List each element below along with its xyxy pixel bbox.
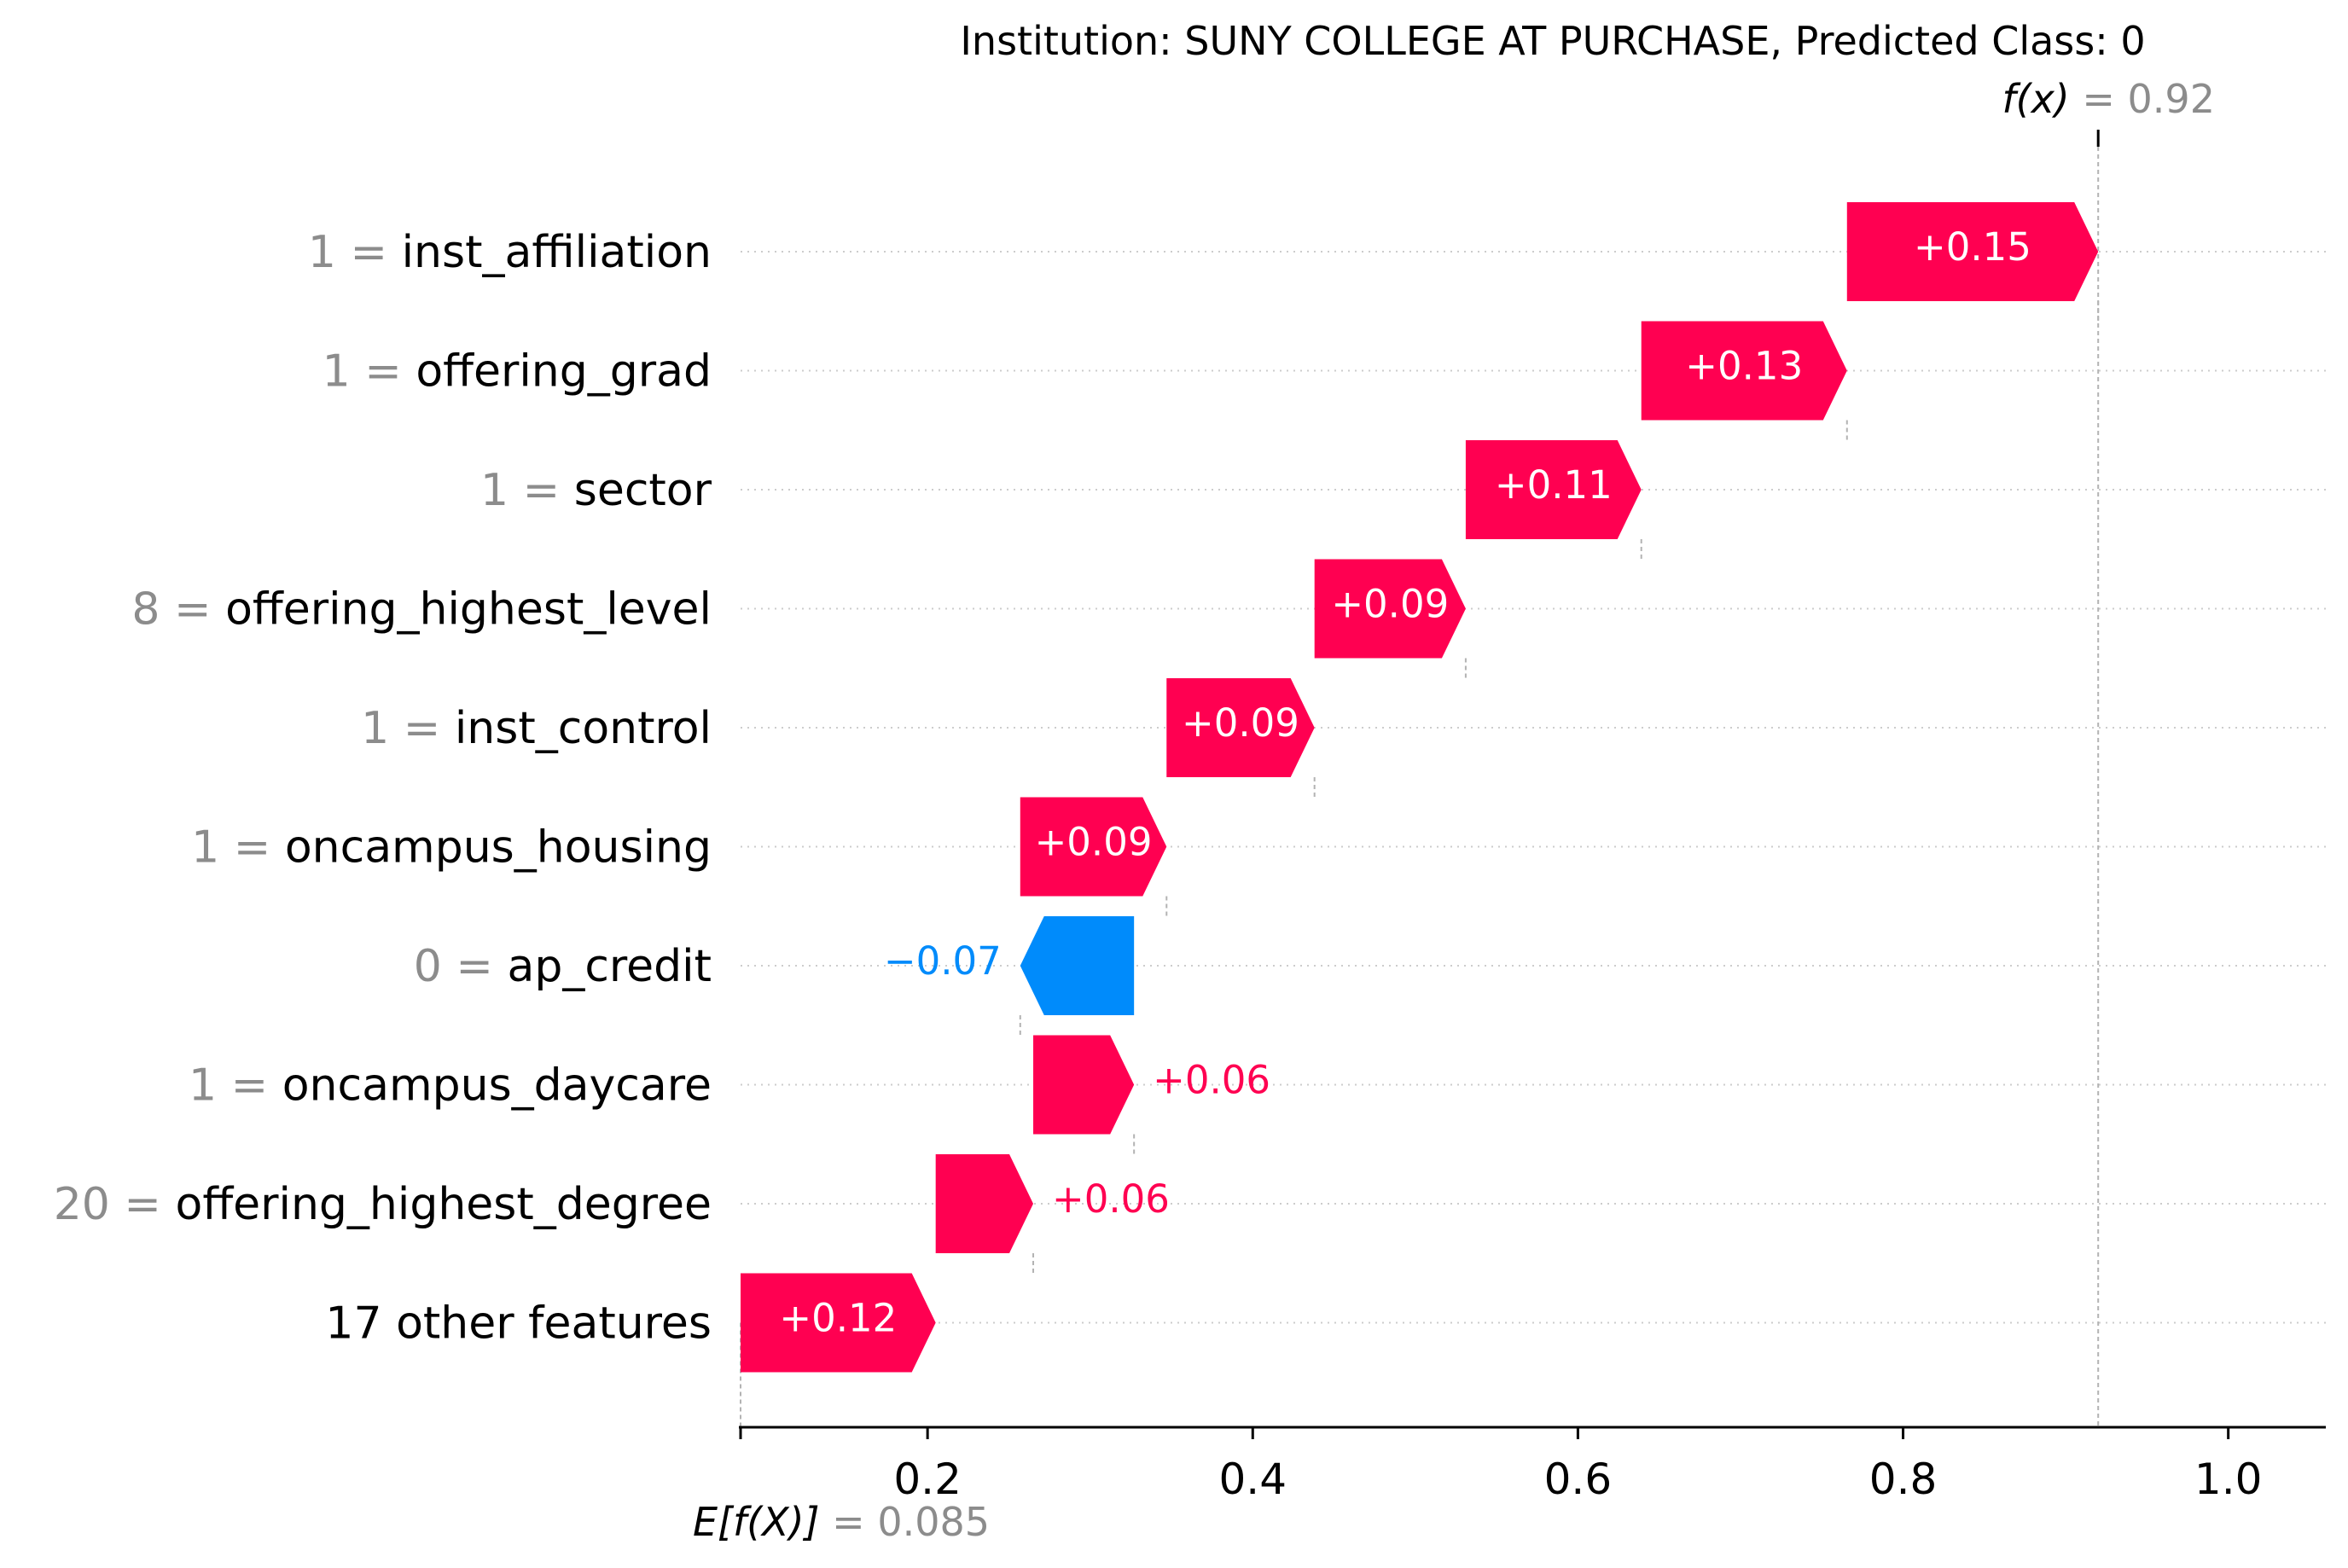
chart-title: Institution: SUNY COLLEGE AT PURCHASE, P…: [960, 18, 2145, 64]
base-value-annotation: E[f(X)] = 0.085: [693, 1499, 990, 1545]
shap-bar-offering_grad: [1641, 321, 1847, 421]
output-value-text: f(x) = 0.92: [2002, 76, 2215, 122]
shap-value-label: +0.06: [1052, 1176, 1170, 1222]
feature-name: sector: [574, 465, 712, 516]
x-tick-label: 0.8: [1869, 1455, 1938, 1504]
output-value-number: = 0.92: [2070, 76, 2215, 122]
feature-value: 20: [54, 1179, 110, 1230]
shap-value-label: +0.09: [1331, 582, 1449, 627]
feature-equals: =: [389, 703, 455, 754]
feature-value: 1: [361, 703, 389, 754]
shap-bar-offering_highest_level: [1314, 559, 1466, 659]
feature-name: offering_highest_level: [225, 584, 712, 636]
base-value-text: E[f(X)] = 0.085: [693, 1499, 990, 1545]
shap-bar-ap_credit: [1020, 916, 1135, 1015]
bar-layer: +0.15 +0.13 +0.11 +0.09 +0.09 +0.09 −0.07 +0.06…: [741, 202, 2099, 1373]
shap-value-label: +0.09: [1182, 700, 1299, 746]
guide-layer: [740, 130, 2100, 1427]
feature-value: 1: [191, 822, 219, 874]
shap-bar-oncampus_daycare: [1033, 1035, 1135, 1135]
x-tick-label: 0.2: [893, 1455, 962, 1504]
feature-equals: =: [219, 822, 285, 874]
base-value-symbol: E[f(X)]: [693, 1499, 820, 1545]
x-axis: 0.2 0.4 0.6 0.8 1.0: [739, 1426, 2326, 1504]
feature-label: 17 other features: [325, 1298, 712, 1350]
feature-label: 1 = oncampus_daycare: [189, 1060, 712, 1112]
shap-bar-oncampus_housing: [1020, 797, 1167, 897]
feature-value: 1: [323, 346, 351, 398]
feature-equals: =: [509, 465, 574, 516]
feature-label: 1 = offering_grad: [323, 346, 712, 398]
feature-equals: =: [110, 1179, 176, 1230]
feature-value: 1: [480, 465, 509, 516]
feature-name: 17 other features: [325, 1298, 712, 1350]
feature-label: 1 = inst_control: [361, 703, 712, 754]
shap-value-label: −0.07: [884, 938, 1002, 984]
feature-label: 1 = inst_affiliation: [308, 227, 712, 278]
x-tick-label: 0.6: [1544, 1455, 1613, 1504]
shap-value-label: +0.11: [1495, 462, 1613, 508]
shap-bar-offering_highest_degree: [935, 1154, 1034, 1253]
feature-equals: =: [217, 1060, 282, 1112]
feature-name: offering_highest_degree: [176, 1179, 712, 1230]
feature-label: 8 = offering_highest_level: [131, 584, 712, 636]
feature-value: 1: [189, 1060, 217, 1112]
feature-equals: =: [160, 584, 225, 636]
feature-name: offering_grad: [416, 346, 712, 398]
shap-bar-inst_affiliation: [1846, 202, 2099, 301]
x-tick-label: 1.0: [2194, 1455, 2263, 1504]
feature-name: ap_credit: [507, 941, 712, 992]
shap-value-label: +0.12: [779, 1296, 897, 1341]
shap-bar-inst_control: [1166, 678, 1315, 777]
base-value-number: = 0.085: [820, 1499, 990, 1545]
feature-name: oncampus_housing: [285, 822, 712, 874]
shap-bar-17-other-features: [741, 1273, 936, 1373]
feature-value: 0: [414, 941, 442, 992]
feature-equals: =: [442, 941, 508, 992]
feature-label: 20 = offering_highest_degree: [54, 1179, 712, 1230]
output-value-symbol: f(x): [2002, 76, 2069, 122]
feature-value: 1: [308, 227, 336, 278]
output-value-annotation: f(x) = 0.92: [2002, 76, 2215, 122]
shap-value-label: +0.15: [1914, 224, 2031, 270]
feature-label: 1 = sector: [480, 465, 712, 516]
feature-name: oncampus_daycare: [282, 1060, 712, 1112]
x-tick-label: 0.4: [1219, 1455, 1287, 1504]
feature-name: inst_affiliation: [402, 227, 712, 278]
feature-value: 8: [131, 584, 160, 636]
shap-bar-sector: [1465, 440, 1642, 539]
feature-label: 0 = ap_credit: [414, 941, 712, 992]
feature-label: 1 = oncampus_housing: [191, 822, 712, 874]
feature-equals: =: [351, 346, 416, 398]
shap-value-label: +0.09: [1035, 820, 1153, 865]
shap-value-label: +0.06: [1153, 1058, 1270, 1103]
feature-name: inst_control: [455, 703, 712, 754]
feature-equals: =: [336, 227, 402, 278]
shap-value-label: +0.13: [1685, 344, 1803, 389]
